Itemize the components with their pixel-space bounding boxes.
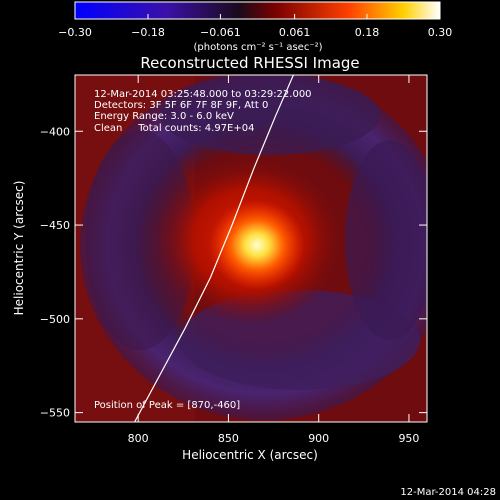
colorbar-units-label: (photons cm⁻² s⁻¹ asec⁻²)	[193, 42, 322, 53]
y-tick-label: −450	[40, 219, 70, 232]
colorbar-tick-label: −0.18	[131, 26, 165, 39]
info-line-counts: Clean Total counts: 4.97E+04	[94, 123, 254, 134]
x-axis-ticks: 800 850 900 950	[128, 75, 419, 445]
heatmap-image	[75, 75, 427, 422]
info-line-detectors: Detectors: 3F 5F 6F 7F 8F 9F, Att 0	[94, 100, 268, 111]
y-tick-label: −400	[40, 125, 70, 138]
x-tick-label: 850	[218, 432, 239, 445]
plot-frame	[74, 74, 428, 423]
peak-position-text: Position of Peak = [870,-460]	[94, 400, 240, 411]
colorbar-tick-label: −0.061	[200, 26, 241, 39]
colorbar-strip	[74, 1, 441, 20]
x-tick-label: 950	[398, 432, 419, 445]
y-tick-label: −500	[40, 313, 70, 326]
info-line-time: 12-Mar-2014 03:25:48.000 to 03:29:22.000	[94, 89, 312, 100]
footer-timestamp: 12-Mar-2014 04:28	[400, 487, 496, 498]
colorbar-tick-label: −0.30	[58, 26, 92, 39]
y-axis-label: Heliocentric Y (arcsec)	[12, 181, 26, 316]
colorbar-tick-label: 0.30	[428, 26, 453, 39]
colorbar-ticks: −0.30 −0.18 −0.061 0.061 0.18 0.30	[58, 14, 452, 39]
heatmap-purple-upper	[160, 75, 380, 155]
solar-limb-line	[134, 75, 294, 422]
heatmap-purple-right	[345, 140, 427, 340]
x-tick-label: 800	[128, 432, 149, 445]
colorbar: −0.30 −0.18 −0.061 0.061 0.18 0.30 (photons c…	[58, 1, 452, 53]
x-axis-label: Heliocentric X (arcsec)	[182, 448, 318, 462]
heatmap-purple-leftmid	[85, 130, 195, 350]
colorbar-tick-label: 0.18	[355, 26, 380, 39]
chart-title: Reconstructed RHESSI Image	[140, 54, 359, 72]
y-tick-label: −550	[40, 407, 70, 420]
x-tick-label: 900	[308, 432, 329, 445]
info-line-energy: Energy Range: 3.0 - 6.0 keV	[94, 111, 234, 122]
y-axis-ticks: −550 −500 −450 −400	[40, 125, 427, 420]
colorbar-tick-label: 0.061	[279, 26, 311, 39]
info-text: 12-Mar-2014 03:25:48.000 to 03:29:22.000…	[94, 89, 312, 134]
